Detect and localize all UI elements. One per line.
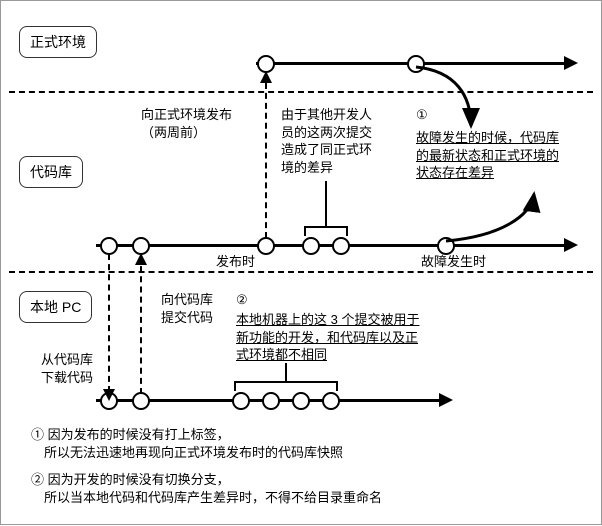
diagram-frame: 正式环境 代码库 本地 PC xyxy=(0,0,602,525)
commits-note: 由于其他开发人 员的这两次提交 造成了同正式环 境的差异 xyxy=(281,106,372,176)
footnote-1: ① 因为发布的时候没有打上标签， 所以无法迅速地再现向正式环境发布时的代码库快照 xyxy=(31,426,343,461)
note-1: 故障发生的时候，代码库 的最新状态和正式环境的 状态存在差异 xyxy=(416,129,559,182)
footnote-2: ② 因为开发的时候没有切换分支， 所以当本地代码和代码库产生差异时，不得不给目录… xyxy=(31,471,382,506)
note-2: 本地机器上的这 3 个提交被用于 新功能的开发，和代码库以及正 式环境都不相同 xyxy=(236,311,419,364)
pull-note: 从代码库 下载代码 xyxy=(41,351,93,386)
release-time: 发布时 xyxy=(216,253,255,271)
release-note: 向正式环境发布 （两周前） xyxy=(141,106,232,141)
badge-2: ② xyxy=(236,291,248,309)
badge-1: ① xyxy=(416,106,428,124)
fault-time: 故障发生时 xyxy=(421,253,486,271)
push-note: 向代码库 提交代码 xyxy=(161,291,213,326)
